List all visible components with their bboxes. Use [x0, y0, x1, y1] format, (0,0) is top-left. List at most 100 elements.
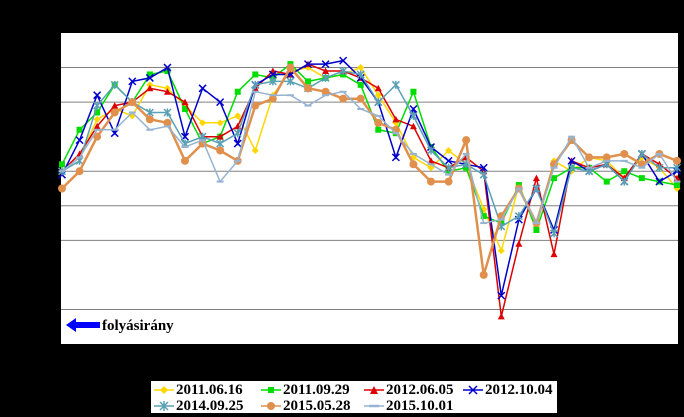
data-point	[479, 270, 488, 279]
arrow-left-icon	[66, 318, 100, 332]
data-point	[374, 84, 382, 92]
data-point	[567, 163, 576, 172]
data-point	[497, 291, 506, 300]
data-point	[163, 88, 171, 95]
data-point	[480, 213, 487, 220]
data-point	[93, 132, 102, 141]
data-point	[164, 68, 171, 75]
data-point	[145, 108, 154, 117]
data-point	[268, 94, 277, 103]
data-point	[181, 156, 189, 165]
data-point	[444, 163, 453, 172]
data-point	[567, 156, 576, 165]
data-point	[321, 73, 330, 82]
legend-marker	[154, 401, 174, 411]
data-point	[444, 177, 453, 186]
data-point	[233, 129, 242, 138]
data-point	[111, 102, 119, 109]
data-point	[391, 80, 400, 89]
legend-marker	[154, 386, 174, 394]
data-point	[339, 66, 348, 76]
x-ticks	[60, 344, 679, 349]
data-point	[286, 63, 295, 72]
data-point	[409, 160, 418, 169]
data-point	[339, 56, 348, 65]
data-point	[146, 84, 154, 92]
data-point	[198, 84, 207, 93]
data-point	[251, 101, 260, 110]
data-point	[374, 91, 382, 99]
data-point	[357, 81, 364, 88]
data-point	[638, 175, 645, 182]
data-point	[128, 98, 137, 107]
data-point	[303, 60, 313, 69]
legend-marker	[364, 404, 384, 408]
data-point	[674, 182, 680, 189]
data-point	[234, 88, 241, 95]
data-point	[479, 163, 488, 172]
data-point	[199, 119, 207, 127]
data-point	[322, 67, 330, 75]
data-point	[234, 112, 242, 120]
data-point	[94, 109, 101, 116]
data-point	[163, 108, 172, 117]
legend-label: 2012.06.05	[386, 382, 454, 398]
data-point	[146, 71, 153, 78]
data-point	[602, 153, 611, 162]
data-point	[305, 78, 311, 85]
data-point	[497, 312, 505, 320]
data-point	[462, 136, 471, 145]
data-point	[110, 129, 119, 138]
legend-marker	[463, 385, 483, 395]
series-line	[61, 70, 677, 236]
data-point	[58, 184, 66, 193]
data-point	[479, 170, 488, 179]
data-point	[110, 108, 119, 117]
data-point	[216, 98, 225, 107]
legend-marker	[261, 387, 281, 393]
data-point	[251, 146, 259, 154]
data-point	[216, 119, 224, 127]
data-point	[181, 98, 189, 106]
data-point	[637, 149, 646, 158]
data-point	[339, 94, 348, 103]
data-point	[497, 247, 505, 255]
data-point	[410, 88, 417, 95]
data-point	[182, 106, 188, 113]
data-point	[321, 87, 330, 96]
data-point	[672, 163, 682, 172]
data-point	[75, 167, 84, 176]
data-point	[567, 136, 576, 145]
data-point	[356, 94, 365, 103]
data-point	[620, 177, 629, 186]
data-point	[145, 73, 154, 82]
data-point	[532, 174, 540, 182]
plot-area	[61, 33, 678, 344]
data-point	[391, 153, 400, 162]
series-2014.09.25	[57, 66, 682, 238]
data-point	[374, 118, 383, 127]
legend-marker	[364, 386, 384, 394]
data-point	[356, 70, 365, 79]
series-2015.10.01	[58, 90, 681, 226]
data-point	[268, 77, 277, 86]
data-point	[585, 153, 594, 162]
series-line	[61, 59, 678, 296]
data-point	[216, 133, 224, 140]
data-point	[409, 122, 417, 130]
data-point	[251, 80, 260, 89]
gridlines	[61, 67, 678, 310]
chart-legend: 2011.06.16 2011.09.29 2012.06.05 2012.10…	[150, 380, 558, 414]
data-point	[375, 126, 382, 133]
data-point	[515, 240, 523, 247]
data-point	[532, 184, 541, 193]
legend-marker	[261, 402, 281, 410]
data-point	[392, 115, 400, 123]
data-point	[550, 160, 558, 169]
data-point	[673, 156, 681, 165]
data-point	[445, 146, 453, 154]
data-point	[409, 111, 418, 120]
data-point	[621, 168, 628, 175]
data-point	[514, 212, 523, 221]
